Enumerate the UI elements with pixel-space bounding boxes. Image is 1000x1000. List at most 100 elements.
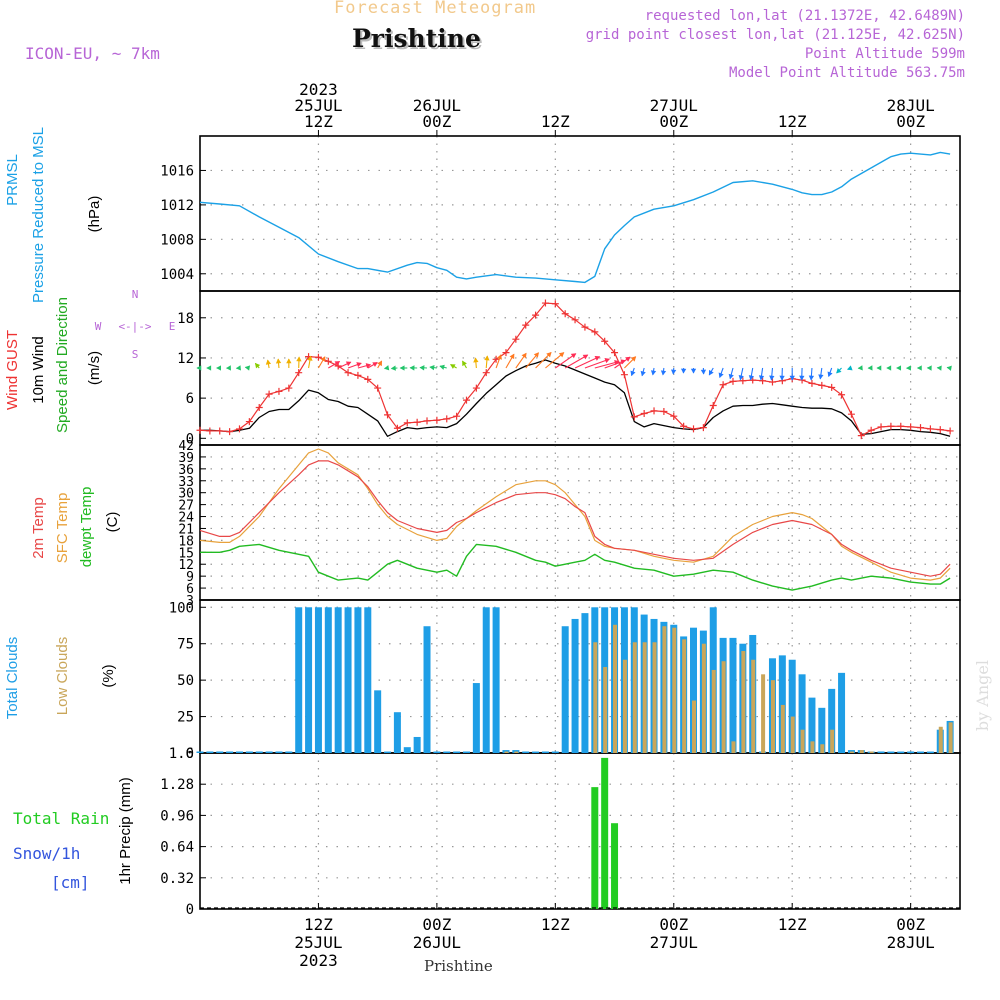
compass-n: N (132, 288, 139, 301)
time-label-top: 2023 (299, 80, 338, 99)
wind-arrow-head (625, 356, 631, 362)
gust-marker (472, 384, 480, 392)
gust-marker (255, 404, 263, 412)
wind-arrow-head (867, 365, 873, 371)
low-cloud-bar (632, 642, 637, 753)
total-cloud-bar (897, 751, 905, 754)
wind-arrow-head (225, 365, 231, 371)
wind-arrow-head (462, 360, 467, 367)
total-cloud-bar (581, 613, 589, 753)
low-cloud-bar (859, 750, 864, 753)
low-cloud-bar (830, 729, 835, 753)
total-cloud-bar (472, 683, 480, 753)
gust-marker (611, 349, 619, 357)
total-cloud-bar (196, 751, 204, 753)
y-tick-label: 1.6 (169, 746, 194, 762)
wind-direction-label: Speed and Direction (54, 297, 71, 433)
wind-arrow-head (769, 375, 775, 381)
gust-marker (285, 384, 293, 392)
wind-arrow-head (847, 365, 853, 371)
panel-frame (199, 444, 961, 601)
total-cloud-bar (235, 751, 243, 753)
wind-arrow (564, 354, 588, 369)
gust-marker (295, 369, 303, 377)
gust-marker (443, 415, 451, 423)
gust-marker (561, 310, 569, 318)
total-cloud-bar (808, 697, 816, 753)
time-label-bottom: 12Z (304, 915, 333, 934)
time-label-top: 26JUL (413, 96, 461, 115)
gust-marker (808, 379, 816, 387)
gust-marker (729, 377, 737, 385)
gust-marker (857, 432, 865, 440)
low-cloud-bar (711, 669, 716, 753)
gust-marker (719, 381, 727, 389)
y-tick-label: 3 (186, 594, 194, 609)
panel-frame (199, 135, 961, 292)
wind-arrow-head (670, 369, 677, 375)
compass-e: E (169, 320, 176, 333)
wind-arrow-head (509, 353, 515, 360)
low-cloud-bar (672, 627, 677, 753)
gust-marker (206, 427, 214, 435)
gust-marker (946, 427, 954, 435)
y-tick-label: 18 (178, 534, 194, 549)
wind-arrow-head (799, 375, 805, 381)
wind-arrow-head (604, 358, 610, 364)
total-cloud-bar (374, 690, 382, 753)
total-cloud-bar (433, 751, 441, 753)
y-tick-label: 12 (178, 558, 194, 573)
gust-marker (768, 378, 776, 386)
total-cloud-bar (887, 751, 895, 754)
time-label-bottom: 00Z (896, 915, 925, 934)
wind-arrow (584, 358, 610, 369)
wind-arrow-head (650, 370, 657, 376)
location-title: Prishtine (352, 24, 481, 53)
gust-marker (245, 418, 253, 426)
wind-arrow-head (926, 365, 932, 371)
clouds-units: (%) (100, 664, 117, 687)
gust-marker (660, 408, 668, 416)
total-cloud-bar (423, 626, 431, 753)
temp2m-label: 2m Temp (30, 497, 47, 558)
temp-units: (C) (104, 512, 121, 533)
wind-arrow-head (296, 356, 302, 362)
wind-units: (m/s) (86, 351, 103, 385)
gust-marker (423, 417, 431, 425)
gust-marker (216, 427, 224, 435)
low-cloud-bar (514, 751, 519, 753)
wind-arrow-head (700, 369, 707, 375)
low-cloud-bar (731, 741, 736, 753)
low-cloud-bar (938, 726, 943, 753)
time-label-top: 12Z (304, 112, 333, 131)
rain-bar (601, 757, 609, 909)
gust-marker (551, 300, 559, 308)
wind-arrow-head (546, 352, 552, 358)
wind-arrow-head (484, 355, 490, 361)
time-label-bottom: 12Z (778, 915, 807, 934)
pressure-label-2: Pressure Reduced to MSL (30, 127, 47, 303)
low-cloud-bar (701, 643, 706, 753)
y-tick-label: 0.32 (160, 871, 194, 887)
total-cloud-bar (443, 751, 451, 753)
low-cloud-bar (770, 680, 775, 753)
wind-arrow-head (690, 368, 697, 374)
wind-arrow-head (265, 359, 272, 365)
wind-arrow-head (808, 375, 815, 381)
wind-arrow-head (365, 363, 372, 369)
wind-arrow-head (660, 370, 667, 376)
y-tick-label: 25 (177, 710, 194, 726)
gust-marker (275, 387, 283, 395)
dewpoint-line (200, 543, 951, 591)
y-tick-label: 18 (177, 311, 194, 327)
total-cloud-bar (413, 736, 421, 753)
gust-marker (709, 401, 717, 409)
time-label-top: 00Z (422, 112, 451, 131)
compass-arrow: <-|-> (118, 320, 151, 333)
wind-arrow-head (827, 371, 833, 378)
wind-arrow-head (758, 375, 765, 381)
total-cloud-bar (838, 672, 846, 753)
wind-arrow (574, 356, 600, 369)
gust-marker (354, 371, 362, 379)
gust-marker (364, 375, 372, 383)
